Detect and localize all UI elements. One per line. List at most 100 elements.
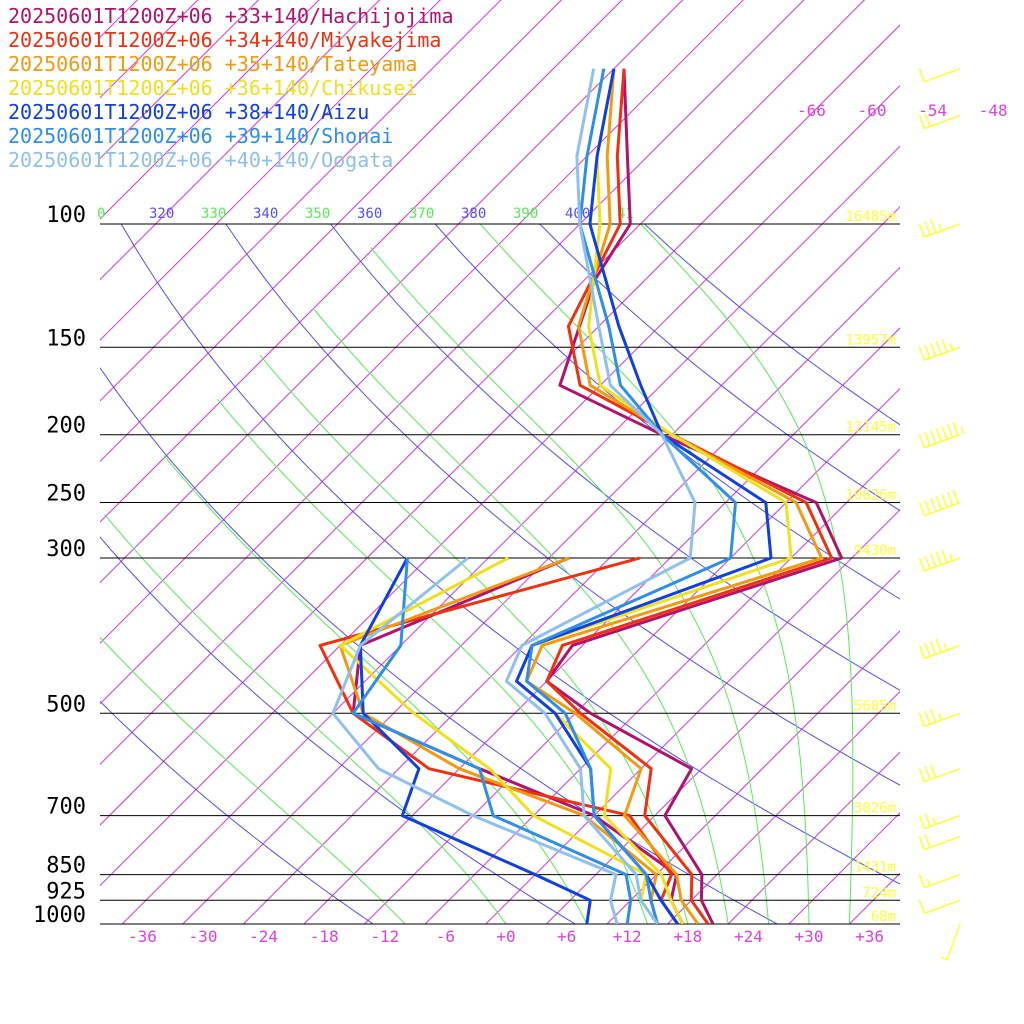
dewpoint-line (338, 556, 659, 924)
temperature-tick-label: -24 (249, 927, 278, 946)
isotherm-line (971, 0, 1024, 924)
isotherm-line (100, 84, 900, 887)
isotherm-line (100, 0, 684, 584)
wind-barb (918, 813, 961, 830)
wind-barbs (918, 68, 965, 961)
pressure-tick-label: 700 (46, 795, 86, 820)
isotherm-line (121, 145, 900, 924)
legend-item: 20250601T1200Z+06 +40+140/Oogata (8, 148, 394, 172)
dewpoint-line (338, 556, 659, 924)
wind-barb (918, 549, 961, 572)
theta-label: 320 (149, 206, 174, 222)
height-label: 724m (862, 885, 896, 901)
pressure-tick-label: 1000 (33, 903, 86, 928)
temperature-tick-label: +36 (855, 927, 884, 946)
dewpoint-line (358, 557, 592, 924)
height-label: 10626m (845, 488, 896, 504)
theta-label: 380 (461, 206, 486, 222)
series-group (331, 68, 697, 924)
legend-item: 20250601T1200Z+06 +36+140/Chikusei (8, 76, 418, 100)
temperature-tick-label: +18 (673, 927, 702, 946)
isotherm-line (910, 0, 1024, 924)
temperature-tick-label: +6 (557, 927, 576, 946)
dry-adiabat-line (100, 536, 577, 924)
theta-label: 0 (97, 206, 105, 222)
sounding-series (318, 68, 844, 924)
isotherm-line (100, 24, 900, 826)
theta-label: 360 (357, 206, 382, 222)
wind-barb (918, 899, 961, 915)
theta-label: 370 (409, 206, 434, 222)
isotherm-line (100, 0, 502, 402)
isotherm-line (100, 0, 199, 99)
dewpoint-line (351, 557, 633, 924)
height-label: 3026m (854, 801, 896, 817)
moist-adiabat-line (259, 354, 689, 924)
temperature-tick-label: +24 (734, 927, 763, 946)
temperature-line (504, 68, 697, 924)
wind-barb (918, 873, 961, 889)
height-label: 1431m (854, 860, 896, 876)
height-label: 68m (871, 909, 896, 925)
dry-adiabat-line (329, 224, 900, 691)
wind-barb (918, 834, 961, 851)
moist-adiabat-line (312, 308, 729, 924)
wind-barb (918, 68, 961, 83)
temperature-tick-label: +12 (613, 927, 642, 946)
series-group (338, 68, 823, 924)
dewpoint-line (318, 556, 679, 924)
dry-adiabat-lines (100, 224, 900, 924)
moist-adiabat-line (217, 398, 648, 924)
wind-barb (918, 113, 961, 130)
height-label: 16485m (845, 209, 896, 225)
dewpoint-line (351, 556, 685, 924)
moist-adiabat-line (163, 454, 588, 924)
isotherm-line (303, 327, 900, 924)
pressure-tick-label: 500 (46, 692, 86, 717)
isotherm-line (100, 0, 381, 281)
wind-barb (918, 421, 965, 449)
isotherm-line (100, 0, 138, 38)
theta-label: 400 (565, 206, 590, 222)
wind-barb (918, 489, 961, 517)
pressure-tick-label: 200 (46, 414, 86, 439)
legend-item: 20250601T1200Z+06 +35+140/Tateyama (8, 52, 418, 76)
isotherm-line (546, 569, 900, 924)
pressure-tick-label: 250 (46, 482, 86, 507)
temperature-tick-label: -36 (128, 927, 157, 946)
wind-barb (918, 338, 961, 361)
temperature-tick-label: -18 (310, 927, 339, 946)
dewpoint-line (331, 556, 619, 924)
pressure-lines (100, 223, 900, 925)
wind-barb (918, 708, 961, 727)
isotherm-line (849, 872, 900, 924)
pressure-tick-label: 850 (46, 854, 86, 879)
legend-item: 20250601T1200Z+06 +39+140/Shonai (8, 124, 394, 148)
chart-legend: 20250601T1200Z+06 +33+140/Hachijojima 202… (8, 4, 454, 172)
moist-adiabat-line (640, 224, 854, 924)
theta-label: 330 (201, 206, 226, 222)
pressure-tick-label: 100 (46, 203, 86, 228)
theta-label: 350 (305, 206, 330, 222)
top-isotherm-label: -66 (797, 101, 826, 120)
top-isotherm-label: -60 (858, 101, 887, 120)
isotherm-line (100, 0, 744, 644)
wind-barb (918, 219, 961, 238)
top-isotherm-label: -54 (918, 101, 947, 120)
pressure-tick-label: 300 (46, 537, 86, 562)
pressure-tick-label: 925 (46, 879, 86, 904)
isotherm-line (606, 630, 900, 924)
wind-barb (940, 923, 961, 961)
height-label: 9430m (854, 543, 896, 559)
wind-barb (918, 764, 961, 783)
isotherm-line (100, 0, 441, 341)
isotherm-line (788, 812, 900, 924)
dry-adiabat-line (100, 700, 375, 924)
isotherm-line (100, 0, 866, 766)
temperature-line (515, 68, 793, 924)
moist-adiabat-line (479, 224, 810, 924)
temperature-tick-label: -6 (436, 927, 455, 946)
height-label: 13957m (845, 332, 896, 348)
